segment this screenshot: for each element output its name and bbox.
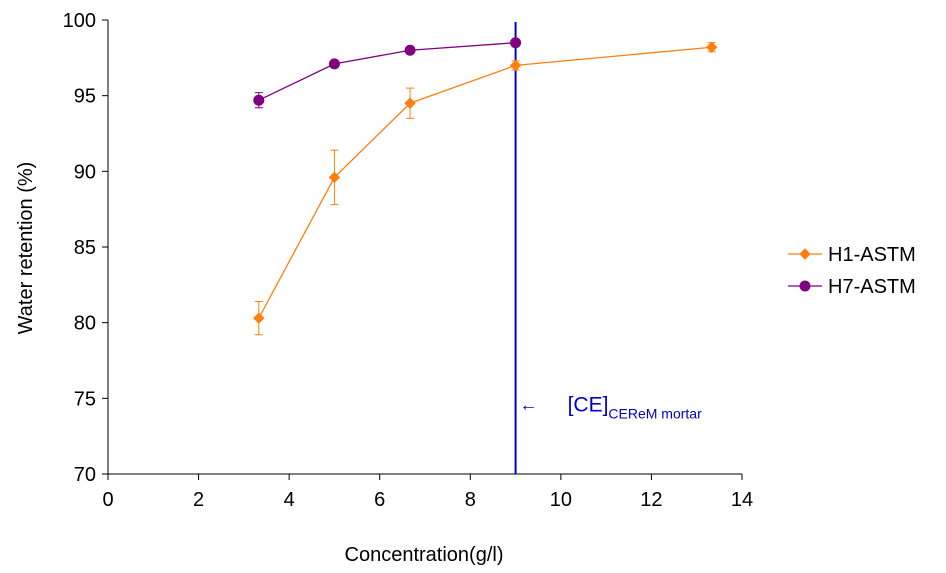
data-point-h7-astm xyxy=(328,58,340,70)
annotation-label: [CE]CEReM mortar xyxy=(568,393,703,421)
x-tick-label: 8 xyxy=(465,489,476,511)
data-point-h1-astm xyxy=(705,41,718,53)
y-axis-title: Water retention (%) xyxy=(15,162,37,335)
data-point-h1-astm xyxy=(404,97,416,109)
data-point-h7-astm xyxy=(510,37,522,49)
series-line-h1-astm xyxy=(258,46,712,319)
y-tick-label: 75 xyxy=(74,388,96,410)
x-tick-label: 2 xyxy=(193,489,204,511)
annotation-arrow-icon: ← xyxy=(520,394,538,414)
y-tick-label: 80 xyxy=(74,313,96,335)
legend-label: H7-ASTM xyxy=(828,276,916,298)
x-tick-label: 6 xyxy=(374,489,385,511)
annotation-main-text: [CE] xyxy=(568,393,609,416)
data-point-h1-astm xyxy=(328,171,341,184)
legend-swatch-marker xyxy=(799,280,811,292)
legend-swatch-marker xyxy=(799,248,811,260)
data-point-h1-astm xyxy=(253,312,265,324)
x-tick-label: 14 xyxy=(731,489,753,511)
y-tick-label: 70 xyxy=(74,464,96,486)
x-tick-label: 10 xyxy=(550,489,572,511)
x-tick-label: 4 xyxy=(284,489,295,511)
data-point-h1-astm xyxy=(509,59,522,72)
y-tick-label: 90 xyxy=(74,161,96,183)
x-tick-label: 0 xyxy=(102,489,113,511)
plot-area: 0 2 4 6 8 10 12 14 70 75 80 85 90 95 100 ← [CE]CEReM mor… xyxy=(63,10,916,511)
y-tick-label: 85 xyxy=(74,237,96,259)
y-tick-label: 100 xyxy=(63,10,96,32)
series-line-h7-astm xyxy=(258,42,516,101)
data-point-h7-astm xyxy=(404,44,416,56)
x-tick-label: 12 xyxy=(640,489,662,511)
y-tick-label: 95 xyxy=(74,86,96,108)
data-point-h7-astm xyxy=(253,94,265,106)
legend-label: H1-ASTM xyxy=(828,244,916,266)
x-axis-title: Concentration(g/l) xyxy=(345,544,504,566)
annotation-subscript-text: CEReM mortar xyxy=(608,405,702,421)
